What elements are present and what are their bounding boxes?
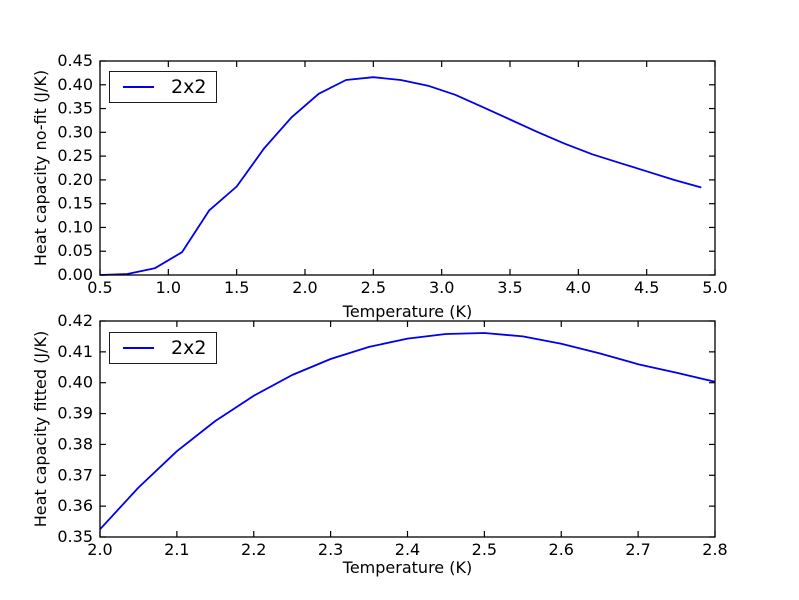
x-tick-label: 2.6 <box>549 540 574 559</box>
legend-line-sample <box>123 347 154 349</box>
y-tick-label: 0.35 <box>57 99 93 118</box>
x-tick-label: 5.0 <box>702 278 727 297</box>
y-tick-label: 0.20 <box>57 170 93 189</box>
x-tick-label: 4.5 <box>634 278 659 297</box>
x-tick-label: 0.5 <box>87 278 112 297</box>
y-tick-label: 0.00 <box>57 265 93 284</box>
x-tick-label: 4.0 <box>566 278 591 297</box>
x-tick-label: 2.2 <box>241 540 266 559</box>
bottom-y-axis-label: Heat capacity fitted (J/K) <box>31 330 50 528</box>
top-x-axis-label: Temperature (K) <box>342 302 473 321</box>
y-tick-label: 0.30 <box>57 122 93 141</box>
x-tick-label: 1.5 <box>224 278 249 297</box>
x-tick-label: 3.5 <box>497 278 522 297</box>
y-tick-label: 0.15 <box>57 194 93 213</box>
y-tick-label: 0.10 <box>57 217 93 236</box>
x-tick-label: 2.8 <box>702 540 727 559</box>
y-tick-label: 0.05 <box>57 241 93 260</box>
x-tick-label: 2.0 <box>87 540 112 559</box>
y-tick-label: 0.45 <box>57 51 93 70</box>
x-tick-label: 2.5 <box>472 540 497 559</box>
y-tick-label: 0.38 <box>57 434 93 453</box>
x-tick-label: 2.3 <box>318 540 343 559</box>
y-tick-label: 0.35 <box>57 527 93 546</box>
y-tick-label: 0.25 <box>57 146 93 165</box>
y-tick-label: 0.40 <box>57 75 93 94</box>
bottom-x-axis-label: Temperature (K) <box>342 558 473 577</box>
legend-label: 2x2 <box>171 336 207 359</box>
y-tick-label: 0.41 <box>57 342 93 361</box>
data-line <box>99 76 702 276</box>
x-tick-label: 2.5 <box>361 278 386 297</box>
bottom-legend: 2x2 <box>109 332 217 364</box>
x-tick-label: 2.7 <box>625 540 650 559</box>
y-tick-label: 0.37 <box>57 465 93 484</box>
x-tick-label: 3.0 <box>429 278 454 297</box>
legend-line-sample <box>123 86 154 88</box>
y-tick-label: 0.39 <box>57 404 93 423</box>
y-tick-label: 0.42 <box>57 311 93 330</box>
x-tick-label: 2.1 <box>164 540 189 559</box>
x-tick-label: 2.0 <box>292 278 317 297</box>
top-legend: 2x2 <box>109 71 217 103</box>
y-tick-label: 0.40 <box>57 373 93 392</box>
x-tick-label: 1.0 <box>156 278 181 297</box>
legend-label: 2x2 <box>171 75 207 98</box>
x-tick-label: 2.4 <box>395 540 420 559</box>
top-y-axis-label: Heat capacity no-fit (J/K) <box>31 69 50 267</box>
y-tick-label: 0.36 <box>57 496 93 515</box>
